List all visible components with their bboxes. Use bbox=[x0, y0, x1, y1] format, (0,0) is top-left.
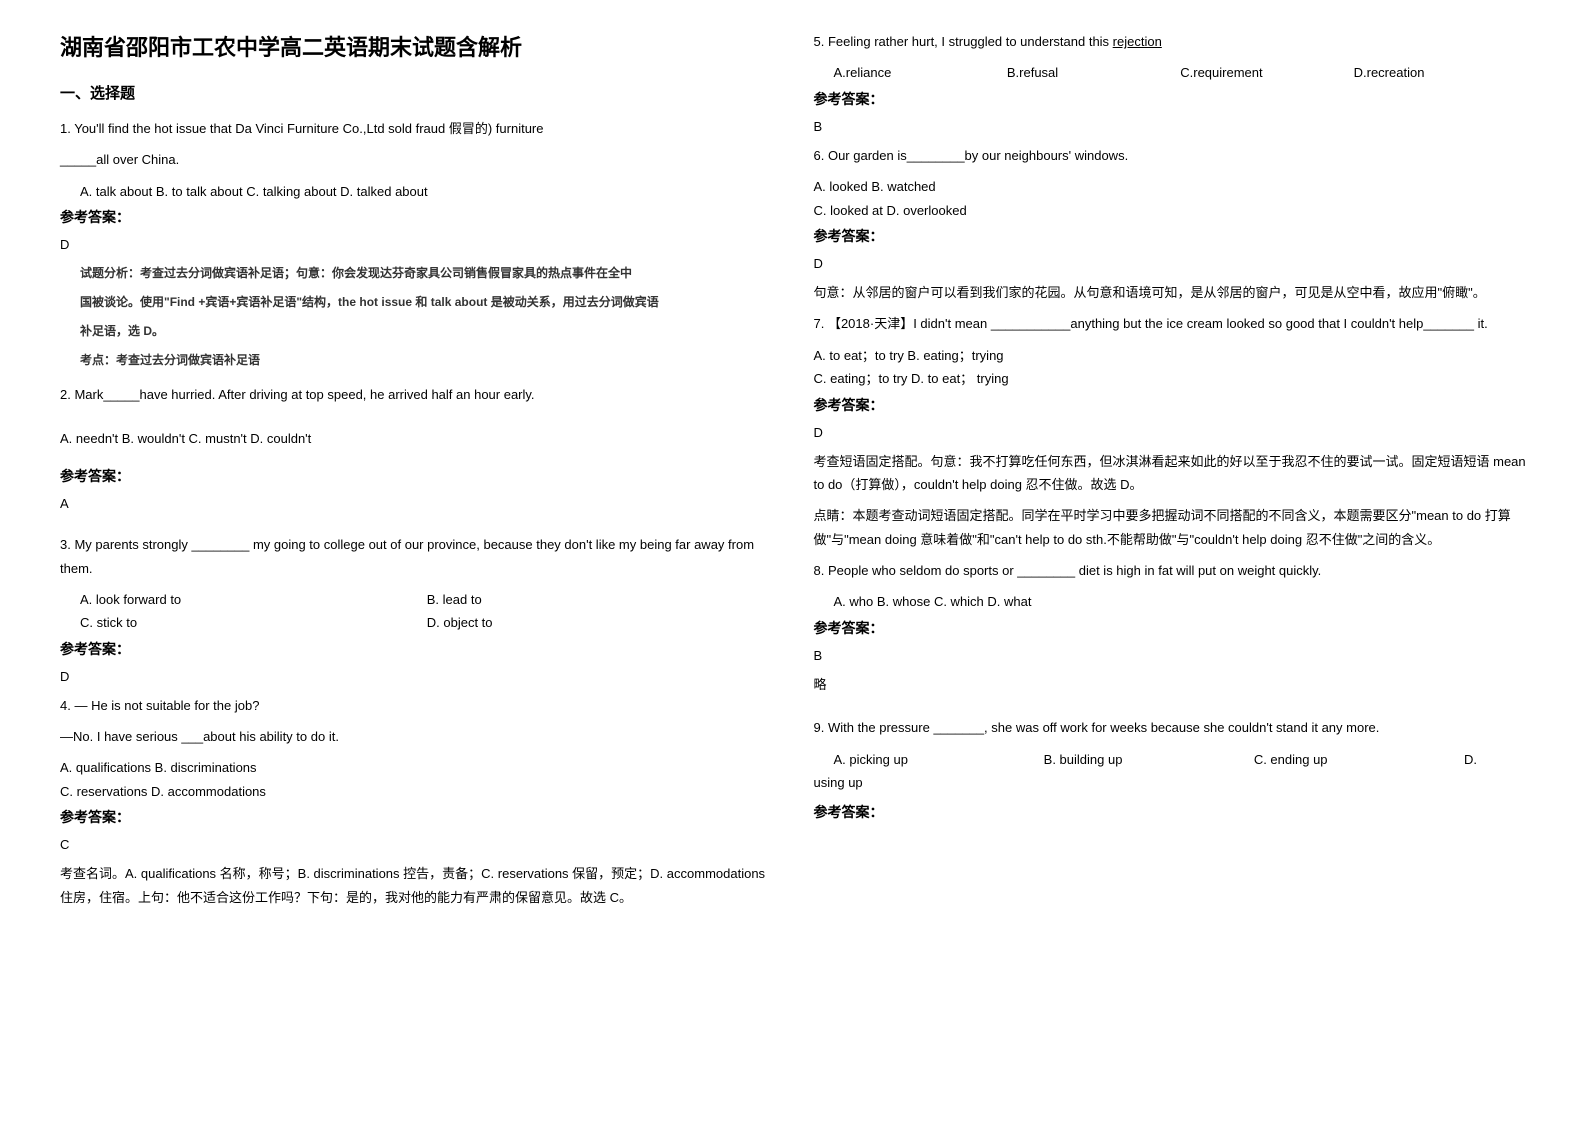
q5-optD: D.recreation bbox=[1354, 61, 1527, 84]
q3-options-row2: C. stick to D. object to bbox=[60, 611, 774, 634]
q1-answer-label: 参考答案： bbox=[60, 207, 774, 227]
q5-answer-label: 参考答案： bbox=[814, 89, 1528, 109]
q5-options: A.reliance B.refusal C.requirement D.rec… bbox=[814, 61, 1528, 84]
q3-answer-label: 参考答案： bbox=[60, 639, 774, 659]
q7-analysis2: 点睛：本题考查动词短语固定搭配。同学在平时学习中要多把握动词不同搭配的不同含义，… bbox=[814, 504, 1528, 551]
q8-line1: 8. People who seldom do sports or ______… bbox=[814, 559, 1528, 582]
q6-answer-label: 参考答案： bbox=[814, 226, 1528, 246]
q1-line2: _____all over China. bbox=[60, 148, 774, 171]
q4-answer-label: 参考答案： bbox=[60, 807, 774, 827]
q4-answer: C bbox=[60, 837, 774, 852]
q1-options: A. talk about B. to talk about C. talkin… bbox=[60, 180, 774, 203]
q1-analysis1: 试题分析：考查过去分词做宾语补足语；句意：你会发现达芬奇家具公司销售假冒家具的热… bbox=[60, 262, 774, 285]
q1-answer: D bbox=[60, 237, 774, 252]
q7-answer-label: 参考答案： bbox=[814, 395, 1528, 415]
q9-options: A. picking up B. building up C. ending u… bbox=[814, 748, 1528, 771]
q5-line1: 5. Feeling rather hurt, I struggled to u… bbox=[814, 30, 1528, 53]
q9-optA: A. picking up bbox=[834, 748, 1044, 771]
q9-optC: C. ending up bbox=[1254, 748, 1464, 771]
q6-optionsAB: A. looked B. watched bbox=[814, 175, 1528, 198]
q5-text: 5. Feeling rather hurt, I struggled to u… bbox=[814, 34, 1113, 49]
right-column: 5. Feeling rather hurt, I struggled to u… bbox=[794, 30, 1548, 1092]
q3-optC: C. stick to bbox=[80, 611, 427, 634]
q3-line1: 3. My parents strongly ________ my going… bbox=[60, 533, 774, 580]
q9-optB: B. building up bbox=[1044, 748, 1254, 771]
q6-line1: 6. Our garden is________by our neighbour… bbox=[814, 144, 1528, 167]
q6-answer: D bbox=[814, 256, 1528, 271]
q7-analysis1: 考查短语固定搭配。句意：我不打算吃任何东西，但冰淇淋看起来如此的好以至于我忍不住… bbox=[814, 450, 1528, 497]
q3-optD: D. object to bbox=[427, 611, 774, 634]
q7-line1: 7. 【2018·天津】I didn't mean ___________any… bbox=[814, 312, 1528, 335]
page-title: 湖南省邵阳市工农中学高二英语期末试题含解析 bbox=[60, 30, 774, 62]
q8-answer-label: 参考答案： bbox=[814, 618, 1528, 638]
q1-analysis2: 国被谈论。使用"Find +宾语+宾语补足语"结构，the hot issue … bbox=[60, 291, 774, 314]
q5-optB: B.refusal bbox=[1007, 61, 1180, 84]
q4-optionsAB: A. qualifications B. discriminations bbox=[60, 756, 774, 779]
q6-analysis: 句意：从邻居的窗户可以看到我们家的花园。从句意和语境可知，是从邻居的窗户，可见是… bbox=[814, 281, 1528, 304]
q2-answer: A bbox=[60, 496, 774, 511]
q6-optionsCD: C. looked at D. overlooked bbox=[814, 199, 1528, 222]
q4-line2: —No. I have serious ___about his ability… bbox=[60, 725, 774, 748]
section-header: 一、选择题 bbox=[60, 82, 774, 103]
left-column: 湖南省邵阳市工农中学高二英语期末试题含解析 一、选择题 1. You'll fi… bbox=[40, 30, 794, 1092]
q1-line1: 1. You'll find the hot issue that Da Vin… bbox=[60, 117, 774, 140]
q3-answer: D bbox=[60, 669, 774, 684]
q5-optC: C.requirement bbox=[1180, 61, 1353, 84]
q2-options: A. needn't B. wouldn't C. mustn't D. cou… bbox=[60, 427, 774, 450]
q4-line1: 4. — He is not suitable for the job? bbox=[60, 694, 774, 717]
q4-optionsCD: C. reservations D. accommodations bbox=[60, 780, 774, 803]
q1-analysis3: 补足语，选 D。 bbox=[60, 320, 774, 343]
q5-underlined: rejection bbox=[1113, 34, 1162, 49]
q5-answer: B bbox=[814, 119, 1528, 134]
q3-optA: A. look forward to bbox=[80, 588, 427, 611]
q9-answer-label: 参考答案： bbox=[814, 802, 1528, 822]
q9-optD: D. bbox=[1464, 748, 1527, 771]
q8-analysis: 略 bbox=[814, 673, 1528, 696]
q1-analysis4: 考点：考查过去分词做宾语补足语 bbox=[60, 349, 774, 372]
q3-optB: B. lead to bbox=[427, 588, 774, 611]
q9-line1: 9. With the pressure _______, she was of… bbox=[814, 716, 1528, 739]
q7-optionsAB: A. to eat；to try B. eating；trying bbox=[814, 344, 1528, 367]
q2-line1: 2. Mark_____have hurried. After driving … bbox=[60, 383, 774, 406]
q8-options: A. who B. whose C. which D. what bbox=[814, 590, 1528, 613]
q2-answer-label: 参考答案： bbox=[60, 466, 774, 486]
q9-line2: using up bbox=[814, 771, 1528, 794]
q7-answer: D bbox=[814, 425, 1528, 440]
q7-optionsCD: C. eating；to try D. to eat； trying bbox=[814, 367, 1528, 390]
q3-options-row1: A. look forward to B. lead to bbox=[60, 588, 774, 611]
q5-optA: A.reliance bbox=[834, 61, 1007, 84]
q8-answer: B bbox=[814, 648, 1528, 663]
q4-analysis: 考查名词。A. qualifications 名称，称号；B. discrimi… bbox=[60, 862, 774, 909]
